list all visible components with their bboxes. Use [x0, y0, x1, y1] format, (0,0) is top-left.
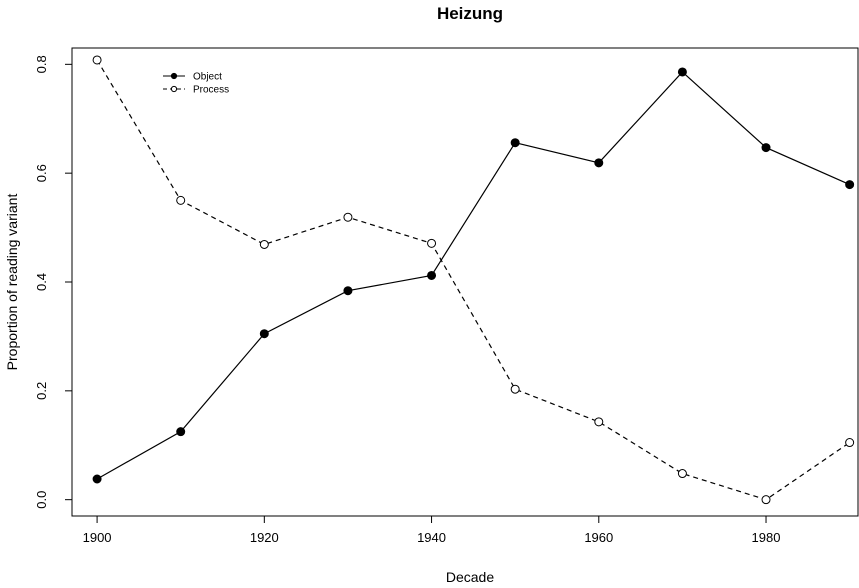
y-tick-label: 0.0: [34, 491, 49, 509]
data-point-process: [761, 495, 771, 505]
legend-item-object: Object: [163, 72, 222, 83]
data-point-process: [510, 384, 520, 394]
data-point-object: [677, 67, 687, 77]
series-points: [92, 55, 855, 505]
data-point-object: [761, 143, 771, 153]
data-point-process: [259, 239, 269, 249]
x-tick-label: 1920: [250, 530, 279, 545]
data-point-object: [845, 180, 855, 190]
legend-label: Object: [193, 72, 222, 83]
legend-item-process: Process: [163, 85, 229, 96]
y-axis-label: Proportion of reading variant: [4, 194, 20, 371]
data-point-process: [677, 469, 687, 479]
series-line-object: [96, 71, 850, 480]
x-tick-label: 1940: [417, 530, 446, 545]
data-point-object: [92, 474, 102, 484]
data-point-process: [176, 195, 186, 205]
data-point-object: [343, 286, 353, 296]
x-tick-label: 1900: [83, 530, 112, 545]
data-point-process: [594, 417, 604, 427]
x-tick-label: 1980: [752, 530, 781, 545]
y-tick-label: 0.6: [34, 164, 49, 182]
plot-frame: [71, 47, 859, 517]
data-point-object: [259, 329, 269, 339]
data-point-object: [176, 427, 186, 437]
legend-marker: [170, 72, 178, 80]
legend: Object Process: [163, 72, 229, 96]
y-tick-label: 0.8: [34, 55, 49, 73]
data-point-object: [427, 270, 437, 280]
data-point-object: [510, 138, 520, 148]
x-axis: 1900 1920 1940 1960 1980: [83, 516, 781, 545]
data-point-process: [845, 438, 855, 448]
y-axis: 0.0 0.2 0.4 0.6 0.8: [34, 55, 72, 509]
data-point-process: [427, 238, 437, 248]
y-tick-label: 0.4: [34, 273, 49, 291]
x-tick-label: 1960: [584, 530, 613, 545]
x-axis-label: Decade: [446, 569, 494, 585]
data-point-process: [92, 55, 102, 65]
legend-label: Process: [193, 85, 229, 96]
y-tick-label: 0.2: [34, 382, 49, 400]
legend-marker: [170, 85, 178, 93]
data-point-process: [343, 212, 353, 222]
data-point-object: [594, 158, 604, 168]
chart-title: Heizung: [437, 4, 503, 23]
series-lines: [96, 59, 850, 501]
series-line-process: [96, 59, 850, 501]
